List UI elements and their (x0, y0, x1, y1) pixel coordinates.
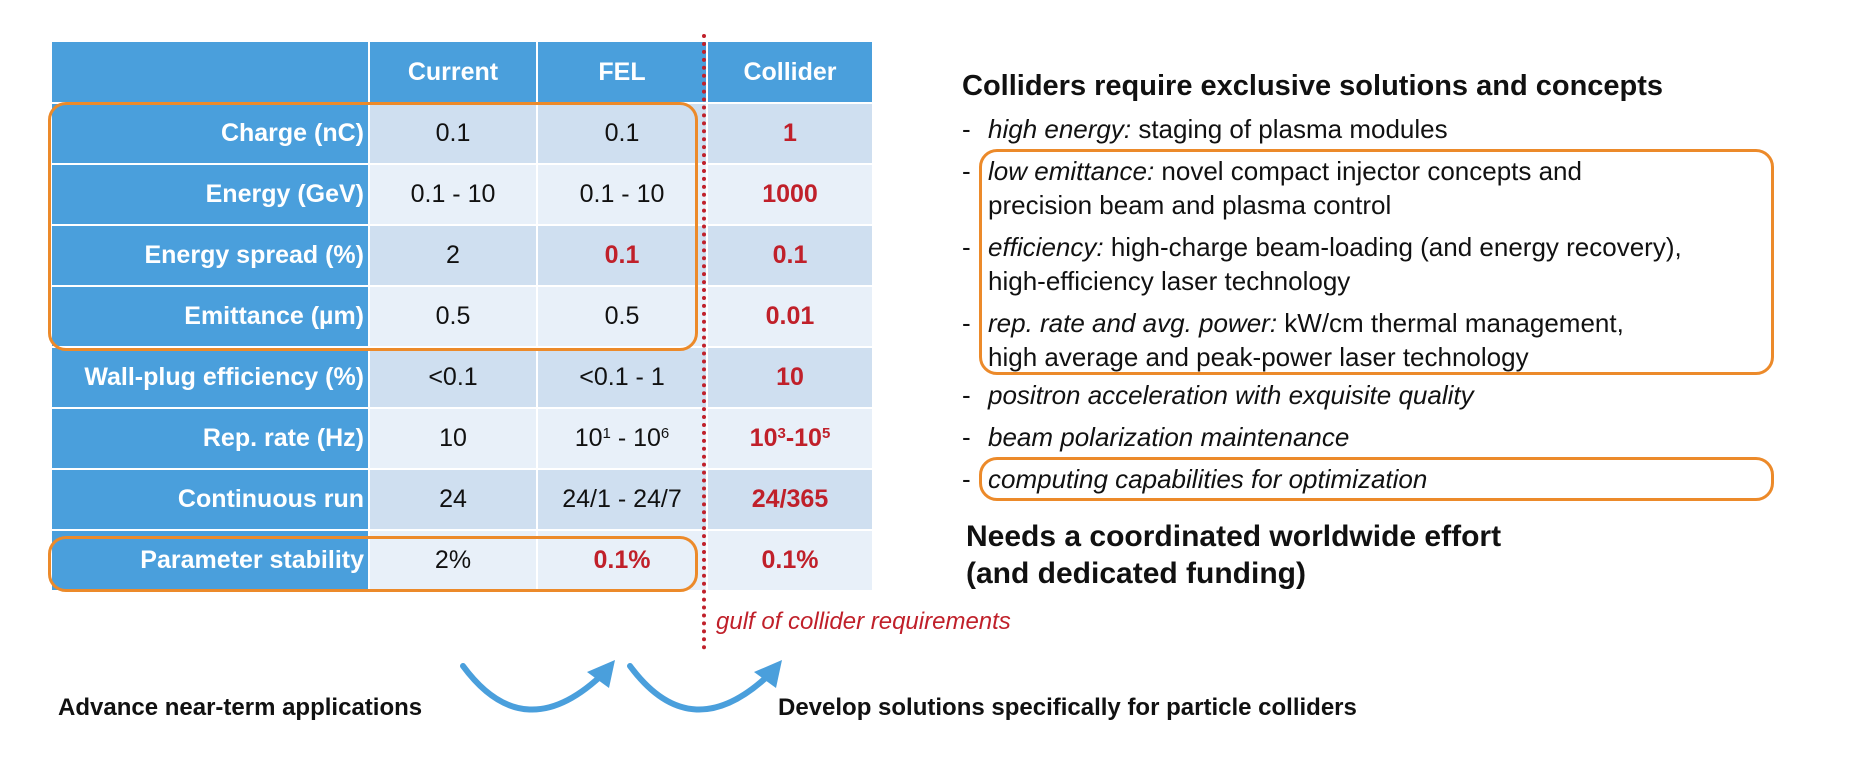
cell-current: 10 (370, 409, 538, 470)
cell-fel: 0.1 - 10 (538, 165, 708, 226)
col-base-b: 10 (794, 424, 822, 452)
fel-base-a: 10 (574, 424, 603, 452)
highlight-box-core-challenges (979, 149, 1774, 375)
row-label: Continuous run (52, 470, 370, 531)
cell-collider: 10 (708, 348, 874, 409)
cell-collider: 0.1 (708, 226, 874, 287)
fel-exp-b: 6 (660, 425, 670, 442)
cell-fel: 101 - 106 (538, 409, 708, 470)
table-header-row: Current FEL Collider (52, 42, 874, 104)
cell-collider: 0.01 (708, 287, 874, 348)
gulf-divider-line (702, 34, 706, 650)
col-exp-b: 5 (821, 425, 831, 442)
cell-collider: 0.1% (708, 531, 874, 592)
header-empty-cell (52, 42, 370, 104)
highlight-box-stability (48, 536, 698, 592)
highlight-box-beam-params (48, 102, 698, 351)
cell-fel: 0.1 (538, 226, 708, 287)
curved-arrow-icon (627, 660, 782, 713)
right-panel-title: Colliders require exclusive solutions an… (962, 70, 1664, 102)
cell-current: <0.1 (370, 348, 538, 409)
cell-current: 24 (370, 470, 538, 531)
row-label: Emittance (µm) (52, 287, 370, 348)
header-collider: Collider (708, 42, 874, 104)
table-row: Wall-plug efficiency (%) <0.1 <0.1 - 1 1… (52, 348, 874, 409)
curved-arrow-icon (460, 660, 615, 713)
table-row: Emittance (µm) 0.5 0.5 0.01 (52, 287, 874, 348)
cell-collider: 103-105 (708, 409, 874, 470)
row-label: Wall-plug efficiency (%) (52, 348, 370, 409)
row-label: Rep. rate (Hz) (52, 409, 370, 470)
needs-statement: Needs a coordinated worldwide effort (an… (966, 518, 1501, 592)
cell-fel: 0.5 (538, 287, 708, 348)
cell-current: 0.1 - 10 (370, 165, 538, 226)
cell-collider: 1000 (708, 165, 874, 226)
table-row: Continuous run 24 24/1 - 24/7 24/365 (52, 470, 874, 531)
row-label: Charge (nC) (52, 104, 370, 165)
table-row: Energy spread (%) 2 0.1 0.1 (52, 226, 874, 287)
row-label: Parameter stability (52, 531, 370, 592)
row-label: Energy (GeV) (52, 165, 370, 226)
cell-current: 0.1 (370, 104, 538, 165)
table-row: Charge (nC) 0.1 0.1 1 (52, 104, 874, 165)
cell-current: 0.5 (370, 287, 538, 348)
caption-near-term: Advance near-term applications (58, 694, 423, 721)
fel-exp-a: 1 (602, 425, 611, 442)
caption-colliders: Develop solutions specifically for parti… (778, 694, 1357, 721)
row-label: Energy spread (%) (52, 226, 370, 287)
needs-line-1: Needs a coordinated worldwide effort (966, 520, 1502, 553)
parameter-table: Current FEL Collider Charge (nC) 0.1 0.1… (52, 42, 874, 592)
cell-collider: 24/365 (708, 470, 874, 531)
cell-collider: 1 (708, 104, 874, 165)
needs-line-2: (and dedicated funding) (966, 557, 1306, 590)
cell-fel: 24/1 - 24/7 (538, 470, 708, 531)
col-sep: - (785, 424, 795, 452)
cell-fel: 0.1 (538, 104, 708, 165)
table-row: Rep. rate (Hz) 10 101 - 106 103-105 (52, 409, 874, 470)
cell-current: 2 (370, 226, 538, 287)
col-exp-a: 3 (777, 425, 786, 442)
fel-base-b: 10 (633, 424, 661, 452)
highlight-box-computing (979, 457, 1774, 501)
cell-fel: <0.1 - 1 (538, 348, 708, 409)
gulf-label: gulf of collider requirements (716, 608, 1011, 635)
table-row: Energy (GeV) 0.1 - 10 0.1 - 10 1000 (52, 165, 874, 226)
fel-sep: - (610, 424, 634, 452)
col-base-a: 10 (749, 424, 778, 452)
header-fel: FEL (538, 42, 708, 104)
header-current: Current (370, 42, 538, 104)
